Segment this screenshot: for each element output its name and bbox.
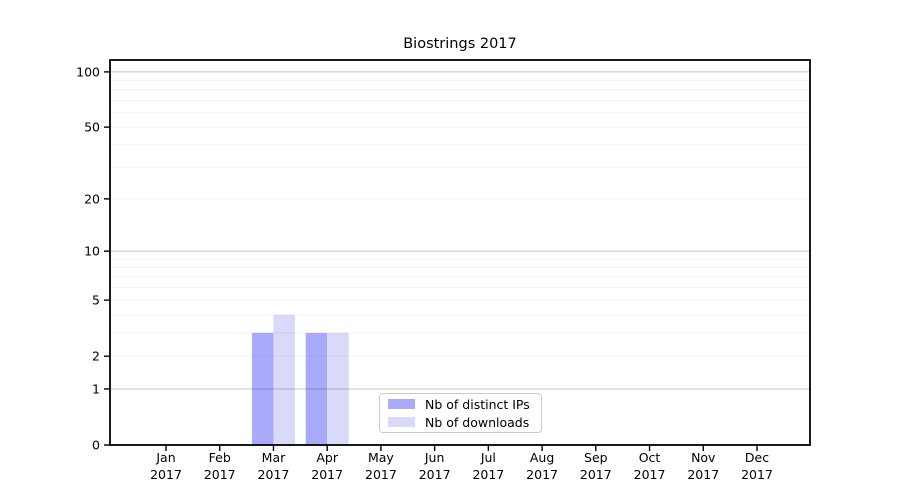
bar-nb-of-distinct-ips-mar — [251, 332, 274, 445]
bar-nb-of-downloads-apr — [327, 332, 349, 445]
bar-nb-of-distinct-ips-apr — [305, 332, 328, 445]
x-tick-label-may: May 2017 — [365, 450, 397, 482]
y-tick-label: 100 — [76, 64, 100, 79]
legend-swatch-downloads — [388, 417, 415, 427]
y-tick-label: 10 — [84, 244, 100, 259]
x-tick-label-jan: Jan 2017 — [150, 450, 182, 482]
plot-border — [109, 59, 811, 446]
x-tick-label-jul: Jul 2017 — [472, 450, 504, 482]
y-tick-label: 2 — [92, 349, 100, 364]
y-tick-label: 50 — [84, 120, 100, 135]
legend-row-downloads: Nb of downloads — [388, 415, 541, 430]
x-tick-label-feb: Feb 2017 — [204, 450, 236, 482]
legend-swatch-distinct-ips — [388, 399, 415, 409]
y-tick-label: 20 — [84, 191, 100, 206]
legend-label-downloads: Nb of downloads — [425, 414, 530, 430]
x-tick-label-oct: Oct 2017 — [634, 450, 666, 482]
chart-title: Biostrings 2017 — [403, 36, 517, 52]
x-tick-label-aug: Aug 2017 — [526, 450, 558, 482]
x-tick-label-dec: Dec 2017 — [741, 450, 773, 482]
x-tick-label-nov: Nov 2017 — [687, 450, 719, 482]
x-tick-label-apr: Apr 2017 — [311, 450, 343, 482]
y-tick-label: 5 — [92, 293, 100, 308]
x-tick-label-sep: Sep 2017 — [580, 450, 612, 482]
x-tick-label-mar: Mar 2017 — [258, 450, 290, 482]
x-tick-label-jun: Jun 2017 — [419, 450, 451, 482]
y-tick-label: 0 — [92, 438, 100, 453]
legend-label-distinct-ips: Nb of distinct IPs — [425, 396, 530, 412]
legend-row-distinct-ips: Nb of distinct IPs — [388, 397, 541, 412]
y-tick-label: 1 — [92, 381, 100, 396]
bar-nb-of-downloads-mar — [273, 314, 295, 445]
legend: Nb of distinct IPs Nb of downloads — [379, 393, 542, 433]
